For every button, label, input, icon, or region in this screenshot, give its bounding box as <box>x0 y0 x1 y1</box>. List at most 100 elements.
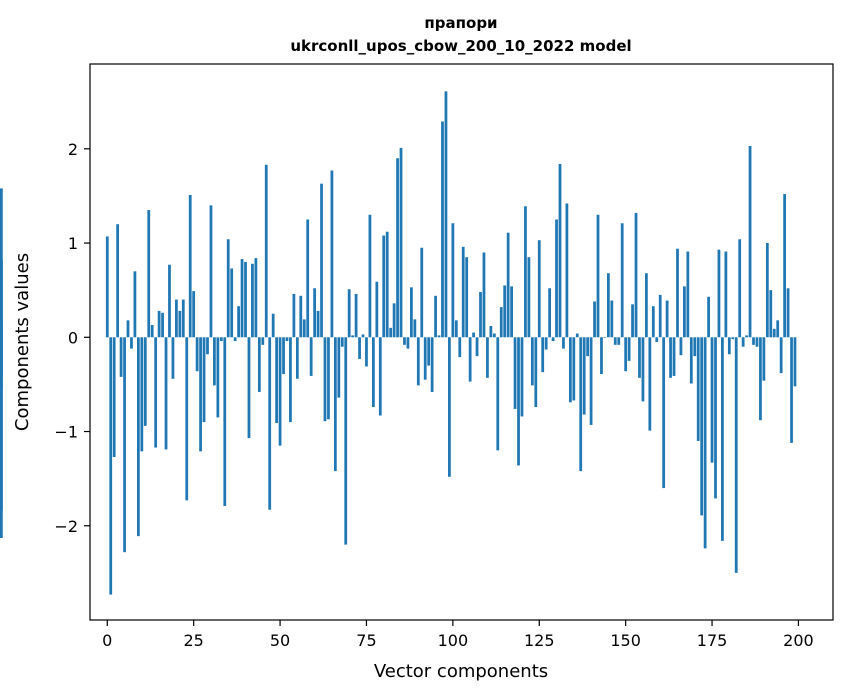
x-tick-label: 100 <box>438 631 469 650</box>
bar <box>302 319 306 338</box>
bar <box>133 271 137 338</box>
bar <box>199 337 202 452</box>
bar <box>430 337 434 392</box>
bar <box>496 337 500 451</box>
bar <box>313 288 317 338</box>
bar <box>700 337 704 516</box>
bar <box>776 320 780 338</box>
bar <box>320 183 323 338</box>
bar <box>209 205 213 338</box>
bar <box>392 303 396 338</box>
bar <box>686 251 690 338</box>
bar <box>790 337 793 443</box>
bar <box>261 337 265 345</box>
bar <box>216 337 220 418</box>
bar <box>499 307 503 338</box>
bar <box>658 294 662 338</box>
x-tick-label: 25 <box>183 631 203 650</box>
bar <box>285 337 289 342</box>
bar <box>344 337 348 545</box>
bar <box>738 239 742 338</box>
bar <box>351 335 355 338</box>
bar <box>330 170 334 338</box>
bar <box>213 337 216 386</box>
bar <box>759 337 762 421</box>
y-tick-label: 1 <box>68 234 78 253</box>
bar <box>278 337 282 446</box>
bar <box>289 337 292 423</box>
bar <box>558 163 562 338</box>
bar <box>0 325 3 338</box>
bar <box>299 295 303 338</box>
bar <box>731 337 735 340</box>
bar <box>638 337 641 378</box>
bar <box>230 268 234 338</box>
bar <box>703 337 707 549</box>
bar <box>441 121 444 338</box>
bar <box>472 332 475 338</box>
bar <box>458 337 462 358</box>
bar <box>676 248 679 338</box>
bar <box>520 337 524 417</box>
bar <box>589 337 593 425</box>
bar <box>206 337 209 355</box>
y-tick-label: 2 <box>68 140 78 159</box>
chart-title: прапори <box>424 14 497 32</box>
bar <box>541 337 545 373</box>
bar <box>648 337 652 431</box>
bar <box>354 293 358 338</box>
bar <box>150 325 154 338</box>
bar <box>268 337 272 510</box>
bar <box>257 337 261 392</box>
x-tick-label: 75 <box>356 631 376 650</box>
bar <box>340 337 344 347</box>
bar <box>645 273 648 338</box>
bar <box>178 310 182 338</box>
bar <box>185 337 189 501</box>
bar <box>544 337 548 350</box>
bar <box>413 319 417 338</box>
bar <box>181 299 185 338</box>
bar <box>195 337 199 372</box>
bar <box>555 219 558 338</box>
bar <box>0 261 3 338</box>
bar <box>479 292 482 338</box>
bar <box>641 337 645 402</box>
bar <box>271 313 275 338</box>
bar <box>582 337 586 415</box>
bar <box>693 337 697 357</box>
bar <box>251 263 254 338</box>
bar <box>164 337 168 450</box>
bar <box>613 337 617 345</box>
x-tick-label: 150 <box>610 631 641 650</box>
bar <box>651 306 655 338</box>
bar <box>475 337 479 357</box>
bar <box>420 247 424 338</box>
bar <box>192 291 196 338</box>
bar <box>219 337 223 342</box>
bar <box>126 320 130 338</box>
bar <box>161 312 164 338</box>
y-axis-label: Components values <box>12 253 33 431</box>
bar <box>492 333 496 338</box>
bar <box>679 337 683 356</box>
bar <box>606 273 610 338</box>
bar <box>375 281 379 338</box>
bar <box>109 337 113 595</box>
bar <box>434 295 437 338</box>
bar <box>147 210 151 338</box>
bar <box>130 337 133 349</box>
bar <box>140 337 144 452</box>
bar <box>755 337 759 347</box>
bar <box>482 252 486 338</box>
bar <box>624 337 628 372</box>
bar <box>306 219 310 338</box>
bar <box>461 246 465 338</box>
bar <box>655 337 659 342</box>
bar <box>468 337 472 382</box>
bar <box>358 337 361 359</box>
bar <box>779 337 783 374</box>
bar <box>237 306 240 338</box>
bar <box>689 337 693 384</box>
